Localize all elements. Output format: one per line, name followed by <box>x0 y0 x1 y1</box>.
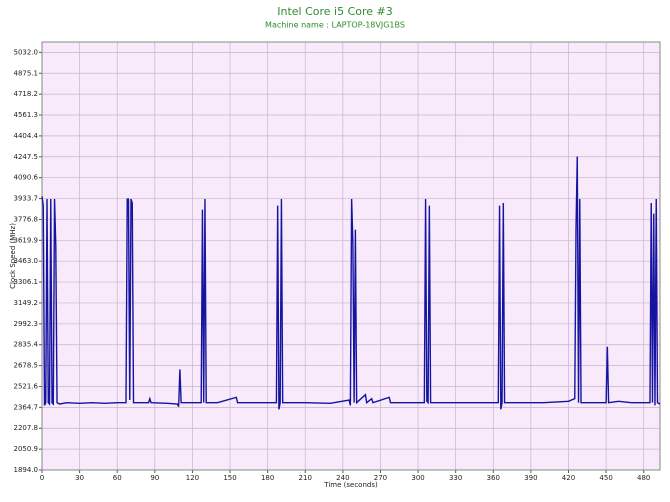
x-tick-label: 180 <box>261 474 274 482</box>
x-tick-label: 90 <box>150 474 159 482</box>
x-tick-label: 120 <box>186 474 199 482</box>
y-tick-label: 2364.7 <box>14 403 39 411</box>
x-tick-label: 390 <box>524 474 537 482</box>
chart-subtitle: Machine name : LAPTOP-18VJG1BS <box>265 21 405 30</box>
y-tick-label: 2207.8 <box>14 424 39 432</box>
y-tick-label: 4875.1 <box>14 69 39 77</box>
y-tick-label: 4561.3 <box>14 111 39 119</box>
y-tick-label: 3463.0 <box>14 257 39 265</box>
y-tick-label: 2678.5 <box>14 362 39 370</box>
y-tick-label: 3776.8 <box>14 215 39 223</box>
x-tick-label: 480 <box>637 474 650 482</box>
chart-title: Intel Core i5 Core #3 <box>277 5 393 18</box>
x-tick-label: 270 <box>374 474 387 482</box>
y-tick-label: 1894.0 <box>14 466 39 474</box>
y-axis-label: Clock Speed (MHz) <box>9 223 17 289</box>
y-tick-label: 3306.1 <box>14 278 39 286</box>
y-tick-label: 4247.5 <box>14 153 39 161</box>
x-tick-label: 210 <box>299 474 312 482</box>
y-tick-label: 4718.2 <box>14 90 39 98</box>
y-tick-label: 2835.4 <box>14 341 39 349</box>
y-tick-label: 4404.4 <box>14 132 39 140</box>
y-tick-label: 3619.9 <box>14 236 39 244</box>
x-tick-label: 60 <box>113 474 122 482</box>
x-tick-label: 300 <box>411 474 424 482</box>
x-tick-label: 30 <box>75 474 84 482</box>
x-tick-label: 330 <box>449 474 462 482</box>
x-tick-label: 150 <box>223 474 236 482</box>
y-tick-label: 3933.7 <box>14 195 39 203</box>
x-tick-label: 0 <box>40 474 44 482</box>
x-tick-label: 240 <box>336 474 349 482</box>
x-tick-label: 420 <box>562 474 575 482</box>
y-tick-label: 2992.3 <box>14 320 39 328</box>
y-tick-label: 5032.0 <box>14 48 39 56</box>
y-tick-label: 4090.6 <box>14 174 39 182</box>
data-line <box>41 156 661 410</box>
plot-border <box>41 41 661 471</box>
x-tick-label: 360 <box>487 474 500 482</box>
y-tick-label: 3149.2 <box>14 299 39 307</box>
y-tick-label: 2050.9 <box>14 445 39 453</box>
x-axis-label: Time (seconds) <box>323 481 378 489</box>
x-tick-label: 450 <box>599 474 612 482</box>
y-tick-label: 2521.6 <box>14 382 39 390</box>
